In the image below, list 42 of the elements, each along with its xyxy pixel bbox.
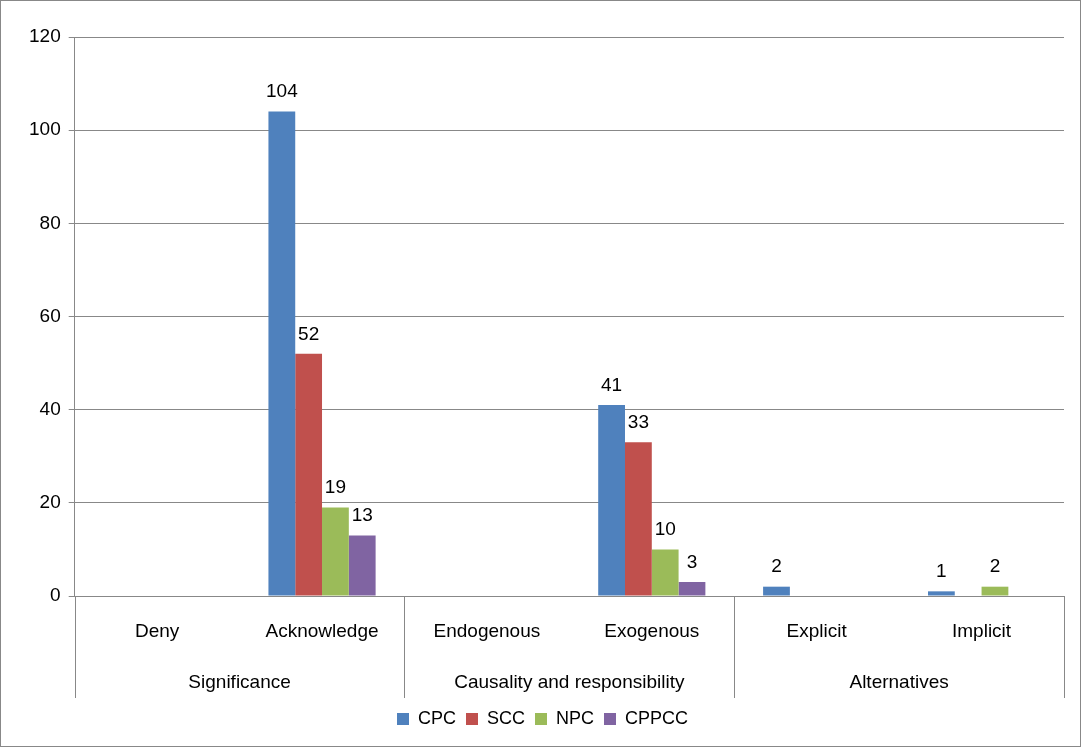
bar: [598, 405, 625, 596]
bar: [348, 535, 376, 596]
data-label: 2: [771, 555, 782, 577]
data-label: 19: [324, 476, 346, 498]
y-tick-label: 0: [50, 584, 61, 606]
data-label: 1: [936, 560, 947, 582]
bar: [268, 111, 296, 596]
x-tick-label: Exogenous: [604, 619, 700, 641]
data-label: 3: [686, 550, 698, 572]
x-tick-label: Acknowledge: [265, 619, 379, 641]
y-tick-label: 80: [39, 211, 61, 233]
bar: [295, 353, 323, 596]
y-tick-label: 120: [29, 25, 61, 47]
data-label: 13: [351, 504, 373, 526]
data-label: 104: [265, 80, 299, 102]
text: Significance: [188, 671, 291, 693]
data-label: 33: [627, 411, 649, 433]
bar: [763, 586, 790, 596]
bar: [625, 442, 652, 596]
legend-label: CPPCC: [625, 707, 689, 728]
x-tick-label: Implicit: [952, 619, 1012, 641]
text: Alternatives: [849, 671, 949, 693]
bar: [651, 549, 679, 596]
y-tick-label: 60: [39, 304, 61, 326]
data-label: 52: [298, 322, 320, 344]
data-label: 41: [601, 373, 623, 395]
bar: [981, 586, 1009, 596]
bar: [678, 582, 706, 596]
bar: [927, 591, 955, 596]
x-tick-label: Explicit: [786, 619, 848, 641]
bar: [322, 507, 349, 596]
text: Causality and responsibility: [454, 671, 685, 693]
x-tick-label: Endogenous: [433, 619, 541, 641]
data-label: 10: [654, 518, 676, 540]
legend-label: NPC: [556, 707, 595, 728]
y-tick-label: 20: [39, 491, 61, 513]
legend-label: SCC: [486, 707, 526, 728]
x-tick-label: Deny: [134, 619, 180, 641]
y-tick-label: 100: [29, 118, 61, 140]
legend-label: CPC: [417, 707, 457, 728]
data-label: 2: [989, 555, 1001, 577]
y-tick-label: 40: [39, 397, 61, 419]
